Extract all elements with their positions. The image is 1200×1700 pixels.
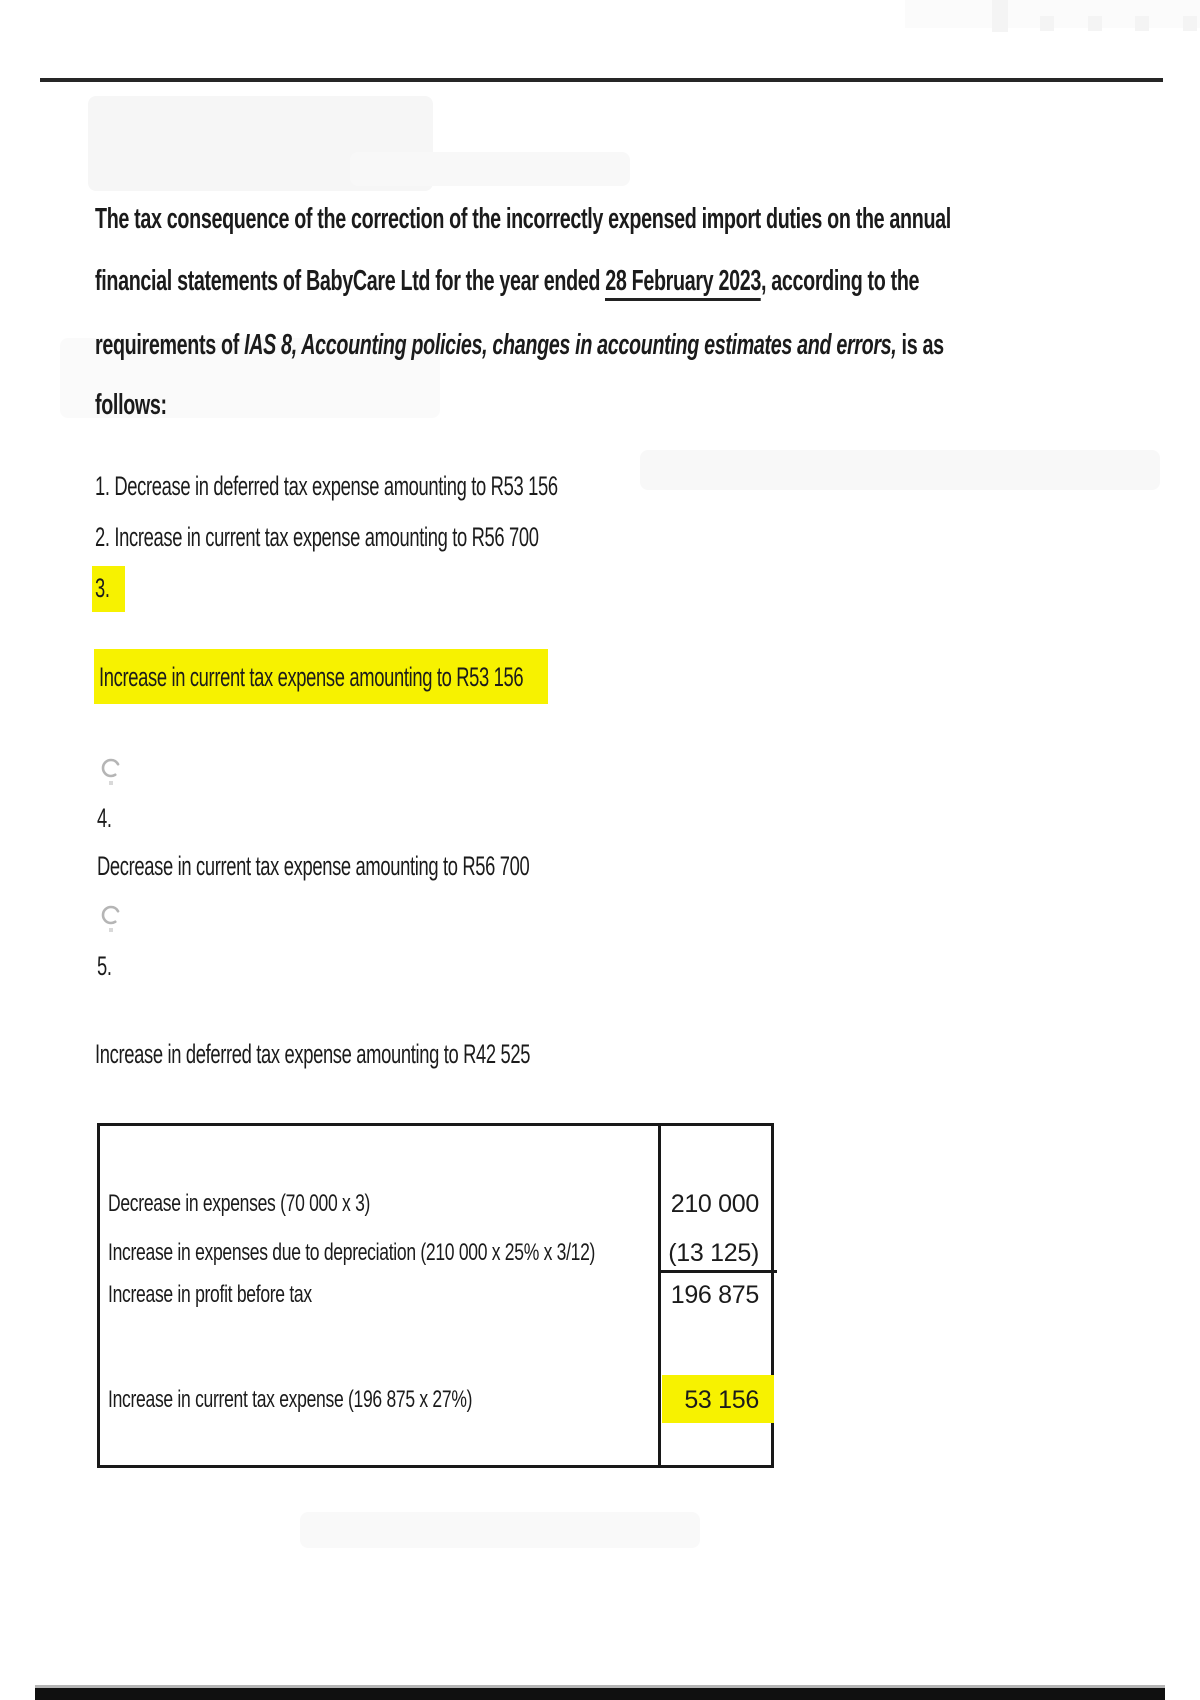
question-intro-line-3: requirements of IAS 8, Accounting polici… [95, 328, 1200, 362]
intro-text: financial statements of BabyCare Ltd for… [95, 264, 920, 301]
option-3-answer-highlighted: Increase in current tax expense amountin… [94, 649, 548, 704]
option-item-4-number: 4. [97, 802, 119, 834]
table-row: Increase in expenses due to depreciation… [108, 1238, 775, 1268]
scan-dash [992, 0, 1008, 32]
scan-ghost-artifact [60, 338, 440, 418]
spinner-icon [100, 756, 122, 788]
scan-dash [1135, 16, 1149, 31]
option-2-text: 2. Increase in current tax expense amoun… [95, 522, 539, 552]
option-item-4: Decrease in current tax expense amountin… [97, 850, 733, 882]
underlined-date: 28 February 2023 [605, 265, 761, 301]
option-5-text: Increase in deferred tax expense amounti… [95, 1039, 531, 1069]
row-value: 196 875 [670, 1281, 760, 1309]
scan-ghost-artifact [640, 450, 1160, 490]
calculation-table: Decrease in expenses (70 000 x 3) 210 00… [97, 1123, 777, 1468]
table-row: Decrease in expenses (70 000 x 3) [108, 1189, 467, 1219]
option-item-5-number: 5. [97, 950, 119, 982]
row-label: Decrease in expenses (70 000 x 3) [108, 1190, 371, 1217]
row-label: Increase in current tax expense (196 875… [108, 1386, 473, 1413]
option-3-number: 3. [95, 573, 110, 603]
top-divider-line [40, 78, 1163, 82]
scan-dash [1040, 16, 1054, 31]
table-column-divider [658, 1126, 661, 1465]
scan-ghost-artifact [300, 1512, 700, 1548]
highlighted-value-cell [662, 1375, 774, 1423]
scan-dash [1183, 16, 1197, 31]
question-intro-line-4: follows: [95, 388, 201, 422]
intro-text: The tax consequence of the correction of… [95, 203, 951, 235]
intro-text: follows: [95, 389, 167, 421]
row-value-highlighted: 53 156 [684, 1386, 759, 1414]
option-4-text: Decrease in current tax expense amountin… [97, 851, 530, 881]
ias8-italic-title: IAS 8, Accounting policies, changes in a… [244, 329, 897, 361]
option-item-2: 2. Increase in current tax expense amoun… [95, 521, 747, 553]
option-item-5: Increase in deferred tax expense amounti… [95, 1038, 735, 1070]
row-label: Increase in expenses due to depreciation… [108, 1239, 596, 1266]
option-5-number: 5. [97, 951, 112, 981]
row-value: 210 000 [670, 1190, 760, 1218]
option-3-text: Increase in current tax expense amountin… [99, 661, 524, 692]
table-row: Increase in current tax expense (196 875… [108, 1385, 607, 1415]
row-label: Increase in profit before tax [108, 1281, 312, 1308]
question-intro-line-1: The tax consequence of the correction of… [95, 202, 1200, 236]
option-1-text: 1. Decrease in deferred tax expense amou… [95, 471, 558, 501]
option-item-1: 1. Decrease in deferred tax expense amou… [95, 470, 775, 502]
scan-ghost-artifact [350, 152, 630, 186]
table-row: Increase in profit before tax [108, 1280, 387, 1310]
subtotal-line [658, 1270, 777, 1273]
intro-text: requirements of IAS 8, Accounting polici… [95, 329, 944, 361]
option-3-number-highlighted: 3. [92, 566, 125, 612]
option-4-number: 4. [97, 803, 112, 833]
scan-dash [1088, 16, 1102, 31]
bottom-page-bar [35, 1685, 1165, 1700]
question-intro-line-2: financial statements of BabyCare Ltd for… [95, 264, 1200, 301]
spinner-icon [100, 903, 122, 935]
row-value: (13 125) [668, 1239, 759, 1267]
